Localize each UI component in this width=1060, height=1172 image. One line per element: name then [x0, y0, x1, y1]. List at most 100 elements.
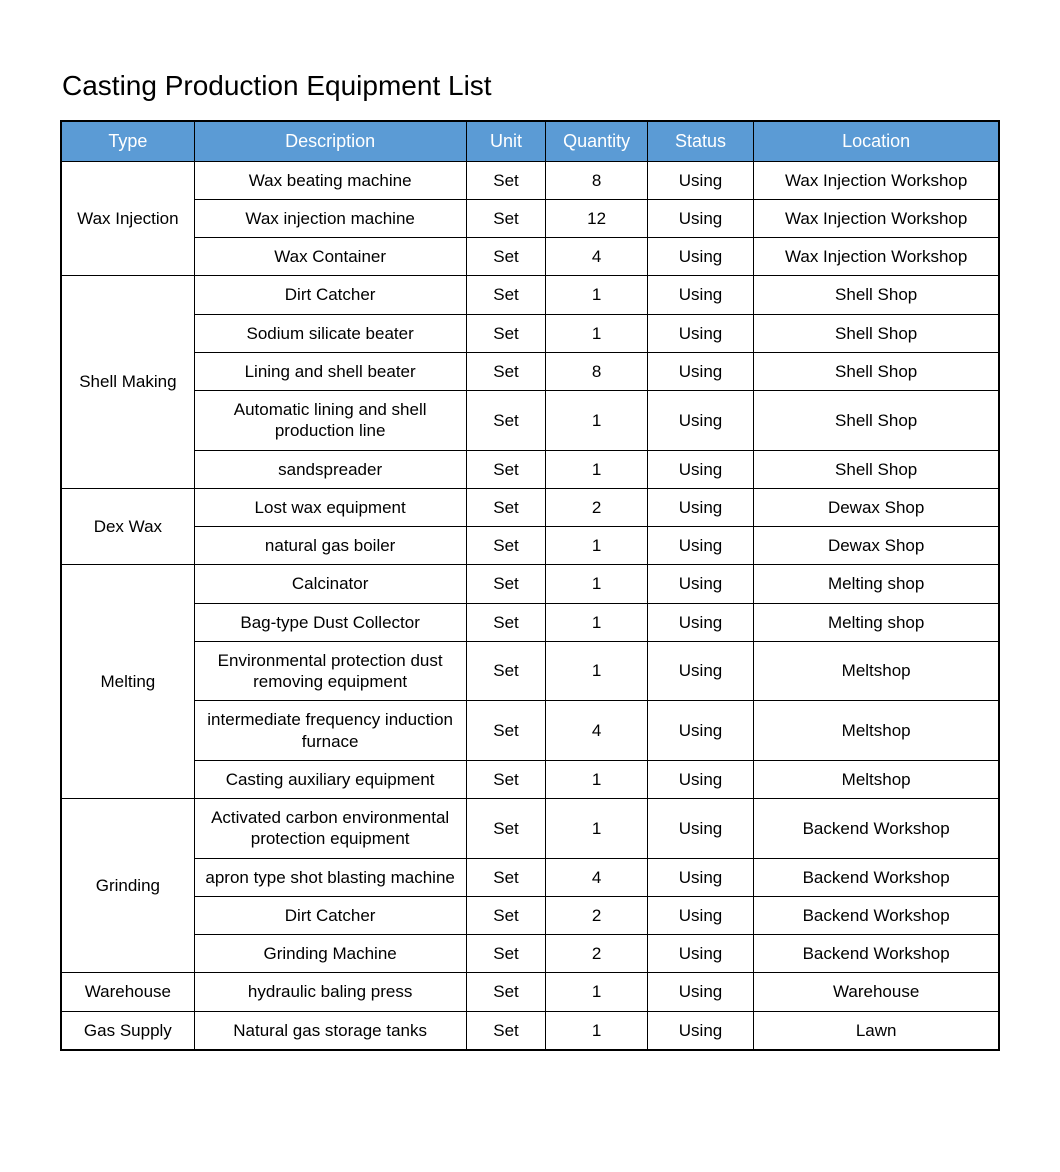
- cell-location: Warehouse: [754, 973, 999, 1011]
- cell-unit: Set: [466, 896, 546, 934]
- cell-status: Using: [647, 276, 754, 314]
- cell-unit: Set: [466, 1011, 546, 1050]
- table-row: Environmental protection dust removing e…: [61, 641, 999, 701]
- table-row: Wax injection machineSet12UsingWax Injec…: [61, 199, 999, 237]
- cell-qty: 1: [546, 973, 647, 1011]
- cell-desc: Natural gas storage tanks: [194, 1011, 466, 1050]
- cell-qty: 1: [546, 527, 647, 565]
- cell-status: Using: [647, 701, 754, 761]
- equipment-table-body: Wax InjectionWax beating machineSet8Usin…: [61, 161, 999, 1050]
- equipment-table: Type Description Unit Quantity Status Lo…: [60, 120, 1000, 1051]
- cell-desc: Lost wax equipment: [194, 488, 466, 526]
- cell-qty: 4: [546, 238, 647, 276]
- table-row: Casting auxiliary equipmentSet1UsingMelt…: [61, 760, 999, 798]
- cell-desc: Calcinator: [194, 565, 466, 603]
- cell-status: Using: [647, 641, 754, 701]
- table-row: intermediate frequency induction furnace…: [61, 701, 999, 761]
- cell-unit: Set: [466, 276, 546, 314]
- cell-desc: sandspreader: [194, 450, 466, 488]
- cell-location: Meltshop: [754, 701, 999, 761]
- cell-desc: Wax injection machine: [194, 199, 466, 237]
- cell-status: Using: [647, 565, 754, 603]
- cell-qty: 2: [546, 896, 647, 934]
- page: Casting Production Equipment List Type D…: [0, 0, 1060, 1111]
- cell-desc: hydraulic baling press: [194, 973, 466, 1011]
- cell-qty: 1: [546, 760, 647, 798]
- cell-desc: Bag-type Dust Collector: [194, 603, 466, 641]
- cell-status: Using: [647, 603, 754, 641]
- table-row: Warehousehydraulic baling pressSet1Using…: [61, 973, 999, 1011]
- table-row: MeltingCalcinatorSet1UsingMelting shop: [61, 565, 999, 603]
- cell-location: Meltshop: [754, 641, 999, 701]
- cell-unit: Set: [466, 527, 546, 565]
- cell-unit: Set: [466, 799, 546, 859]
- table-row: GrindingActivated carbon environmental p…: [61, 799, 999, 859]
- cell-location: Backend Workshop: [754, 935, 999, 973]
- table-row: Gas SupplyNatural gas storage tanksSet1U…: [61, 1011, 999, 1050]
- cell-qty: 8: [546, 161, 647, 199]
- cell-unit: Set: [466, 238, 546, 276]
- cell-type: Warehouse: [61, 973, 194, 1011]
- cell-location: Meltshop: [754, 760, 999, 798]
- header-row: Type Description Unit Quantity Status Lo…: [61, 121, 999, 161]
- page-title: Casting Production Equipment List: [62, 70, 1000, 102]
- cell-desc: Lining and shell beater: [194, 352, 466, 390]
- cell-location: Wax Injection Workshop: [754, 199, 999, 237]
- cell-desc: Sodium silicate beater: [194, 314, 466, 352]
- cell-location: Shell Shop: [754, 276, 999, 314]
- cell-status: Using: [647, 858, 754, 896]
- cell-qty: 1: [546, 450, 647, 488]
- cell-type: Dex Wax: [61, 488, 194, 565]
- col-header-qty: Quantity: [546, 121, 647, 161]
- cell-qty: 1: [546, 276, 647, 314]
- cell-desc: Casting auxiliary equipment: [194, 760, 466, 798]
- col-header-desc: Description: [194, 121, 466, 161]
- cell-location: Shell Shop: [754, 314, 999, 352]
- cell-status: Using: [647, 973, 754, 1011]
- cell-unit: Set: [466, 973, 546, 1011]
- cell-desc: Wax Container: [194, 238, 466, 276]
- cell-type: Shell Making: [61, 276, 194, 489]
- cell-qty: 8: [546, 352, 647, 390]
- cell-type: Gas Supply: [61, 1011, 194, 1050]
- cell-unit: Set: [466, 199, 546, 237]
- cell-unit: Set: [466, 603, 546, 641]
- cell-qty: 1: [546, 641, 647, 701]
- cell-qty: 12: [546, 199, 647, 237]
- cell-location: Lawn: [754, 1011, 999, 1050]
- cell-desc: natural gas boiler: [194, 527, 466, 565]
- cell-location: Melting shop: [754, 565, 999, 603]
- table-row: apron type shot blasting machineSet4Usin…: [61, 858, 999, 896]
- cell-status: Using: [647, 1011, 754, 1050]
- cell-location: Backend Workshop: [754, 858, 999, 896]
- col-header-unit: Unit: [466, 121, 546, 161]
- cell-unit: Set: [466, 935, 546, 973]
- cell-location: Shell Shop: [754, 391, 999, 451]
- cell-status: Using: [647, 799, 754, 859]
- cell-unit: Set: [466, 565, 546, 603]
- cell-qty: 1: [546, 314, 647, 352]
- cell-location: Shell Shop: [754, 450, 999, 488]
- cell-type: Grinding: [61, 799, 194, 973]
- table-row: Dirt CatcherSet2UsingBackend Workshop: [61, 896, 999, 934]
- table-row: Lining and shell beaterSet8UsingShell Sh…: [61, 352, 999, 390]
- col-header-status: Status: [647, 121, 754, 161]
- cell-qty: 1: [546, 391, 647, 451]
- table-row: sandspreaderSet1UsingShell Shop: [61, 450, 999, 488]
- cell-desc: Wax beating machine: [194, 161, 466, 199]
- equipment-table-head: Type Description Unit Quantity Status Lo…: [61, 121, 999, 161]
- cell-qty: 4: [546, 858, 647, 896]
- cell-unit: Set: [466, 314, 546, 352]
- table-row: Automatic lining and shell production li…: [61, 391, 999, 451]
- cell-qty: 1: [546, 799, 647, 859]
- cell-qty: 2: [546, 935, 647, 973]
- cell-status: Using: [647, 527, 754, 565]
- cell-desc: Grinding Machine: [194, 935, 466, 973]
- table-row: Bag-type Dust CollectorSet1UsingMelting …: [61, 603, 999, 641]
- cell-type: Wax Injection: [61, 161, 194, 276]
- cell-status: Using: [647, 896, 754, 934]
- table-row: Wax InjectionWax beating machineSet8Usin…: [61, 161, 999, 199]
- cell-location: Backend Workshop: [754, 799, 999, 859]
- cell-desc: apron type shot blasting machine: [194, 858, 466, 896]
- table-row: Grinding MachineSet2UsingBackend Worksho…: [61, 935, 999, 973]
